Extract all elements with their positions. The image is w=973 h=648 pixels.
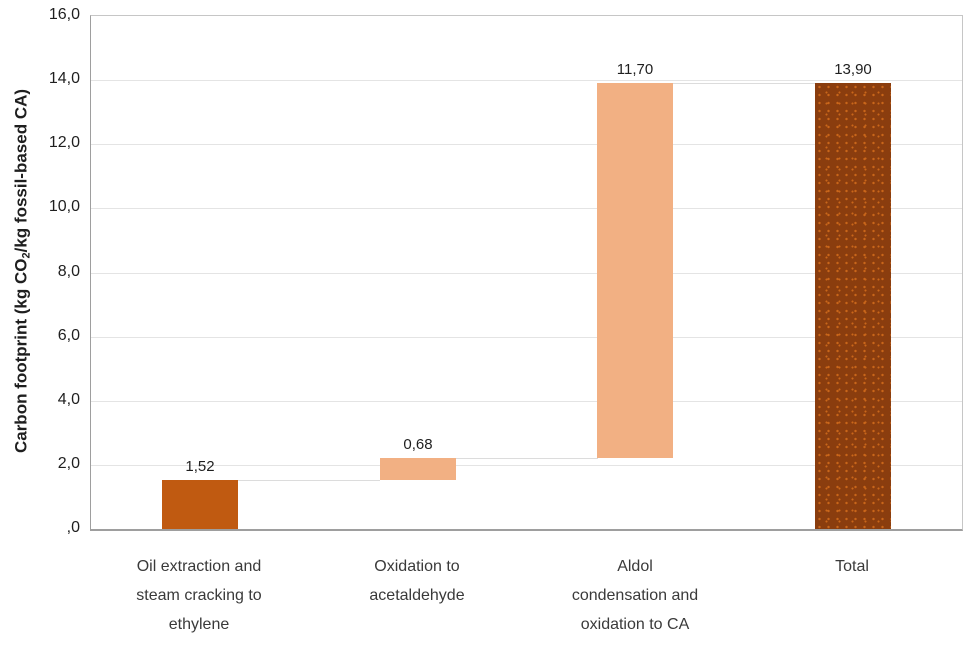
category-label-line: steam cracking to [136, 587, 262, 604]
category-label-line: acetaldehyde [369, 587, 465, 604]
category-label-line: Total [835, 558, 869, 575]
plot-area: 1,52 0,68 11,70 13,90 [90, 15, 963, 531]
category-label-line: Oxidation to [374, 558, 460, 575]
category-label-line: oxidation to CA [580, 616, 690, 633]
gridline-10 [91, 208, 962, 209]
bar-step-3 [597, 83, 673, 458]
category-label-line: Oil extraction and [136, 558, 262, 575]
category-label-line: condensation and [571, 587, 699, 604]
gridline-6 [91, 337, 962, 338]
y-tick-label: 16,0 [48, 6, 80, 23]
waterfall-connector-line [238, 480, 380, 481]
y-tick-label: 8,0 [57, 263, 80, 280]
bar-value-label: 1,52 [185, 458, 215, 475]
bar-step-2 [380, 458, 456, 480]
gridline-12 [91, 144, 962, 145]
y-tick-label: ,0 [66, 519, 80, 536]
category-label-line: Aldol [617, 558, 653, 575]
waterfall-connector-line [673, 83, 815, 84]
bar-total [815, 83, 891, 529]
gridline-4 [91, 401, 962, 402]
y-tick-label: 10,0 [48, 198, 80, 215]
bar-value-label: 11,70 [616, 61, 654, 78]
gridline-14 [91, 80, 962, 81]
category-label-line: ethylene [168, 616, 230, 633]
category-label: Oxidation to acetaldehyde [308, 552, 526, 610]
y-tick-label: 4,0 [57, 391, 80, 408]
gridline-8 [91, 273, 962, 274]
bar-value-label: 13,90 [834, 61, 872, 78]
bar-step-1 [162, 480, 238, 529]
category-label: Oil extraction and steam cracking to ethyl… [90, 552, 308, 639]
y-tick-label: 2,0 [57, 455, 80, 472]
waterfall-connector-line [456, 458, 598, 459]
y-axis-title-subscript: 2 [20, 252, 33, 259]
y-axis-title-suffix: /kg fossil-based CA) [11, 88, 31, 253]
category-label: Aldol condensation and oxidation to CA [526, 552, 744, 639]
gridline-2 [91, 465, 962, 466]
y-tick-label: 6,0 [57, 327, 80, 344]
y-tick-label: 12,0 [48, 134, 80, 151]
y-axis-title-prefix: Carbon footprint (kg CO [11, 258, 31, 454]
category-label: Total [743, 552, 961, 581]
y-tick-label: 14,0 [48, 70, 80, 87]
bar-value-label: 0,68 [403, 436, 433, 453]
